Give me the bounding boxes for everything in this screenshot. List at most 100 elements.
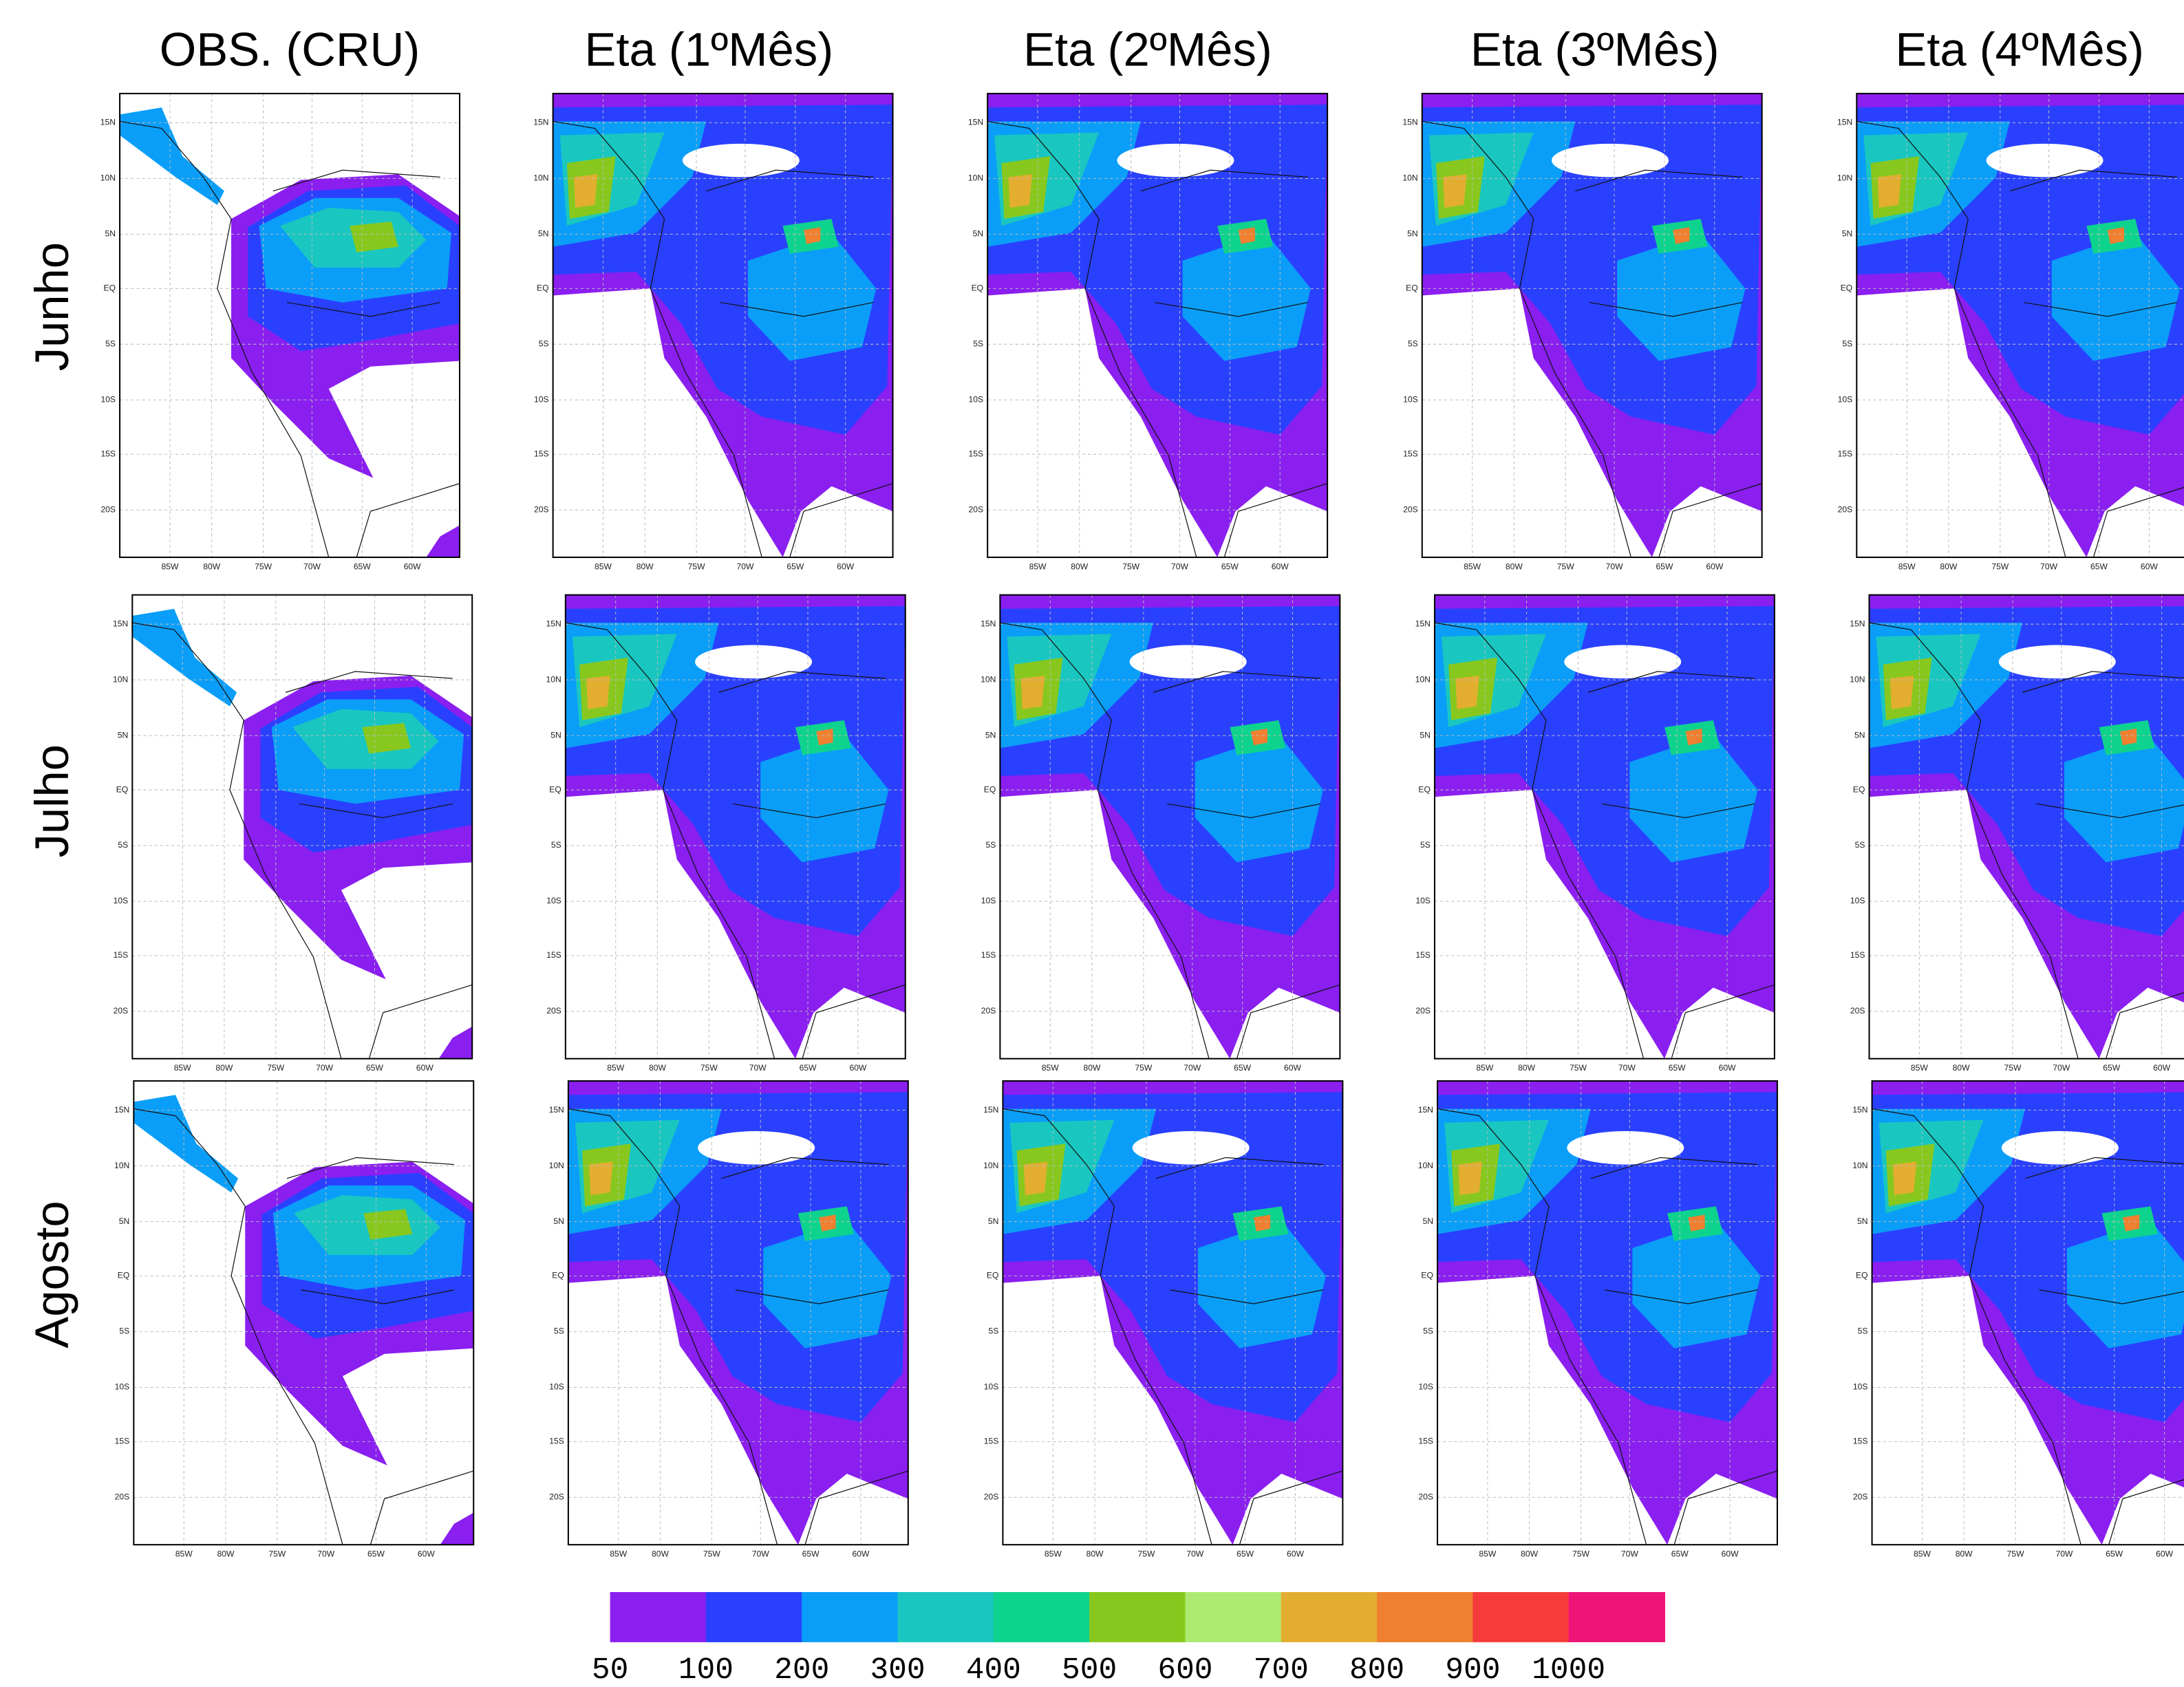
lon-label: 75W xyxy=(700,1063,718,1073)
lon-label: 70W xyxy=(1621,1549,1638,1559)
lat-label: 5S xyxy=(554,1326,564,1336)
lat-label: 10S xyxy=(981,896,996,905)
lat-label: 5S xyxy=(119,1326,129,1336)
lon-label: 80W xyxy=(1086,1549,1104,1559)
lon-label: 75W xyxy=(1122,561,1139,571)
dry-region xyxy=(1129,645,1247,679)
precip-region xyxy=(760,734,889,863)
lat-label: 15N xyxy=(1850,619,1865,628)
precip-region xyxy=(440,1512,474,1545)
map-frame xyxy=(1856,92,2184,559)
lon-label: 80W xyxy=(203,561,220,571)
colorbar-label: 800 xyxy=(1349,1653,1404,1687)
lat-label: 5N xyxy=(1422,1216,1433,1226)
lon-label: 85W xyxy=(610,1549,627,1559)
lat-label: EQ xyxy=(984,784,996,794)
precip-region xyxy=(2119,729,2137,746)
lon-label: 65W xyxy=(1234,1063,1251,1073)
lat-label: 5S xyxy=(1842,339,1852,349)
lon-label: 80W xyxy=(215,1063,233,1073)
lat-label: 5S xyxy=(1423,1326,1433,1336)
coastline xyxy=(133,1108,474,1545)
map-panel: 15N 10N 5N EQ 5S 10S 15S 20S 85W 80W 75W 70W 65W 60W xyxy=(968,92,1329,571)
lat-label: 20S xyxy=(1853,1492,1868,1502)
lon-label: 75W xyxy=(688,561,705,571)
lon-label: 70W xyxy=(1171,561,1188,571)
lat-label: 10N xyxy=(981,674,996,684)
lon-label: 75W xyxy=(1557,561,1574,571)
precip-region xyxy=(1253,1214,1271,1232)
map-panel: 15N 10N 5N EQ 5S 10S 15S 20S 85W 80W 75W 70W 65W 60W xyxy=(100,92,461,571)
lat-label: EQ xyxy=(116,784,129,794)
lon-label: 60W xyxy=(416,1063,433,1073)
precip-region xyxy=(1458,1161,1482,1196)
map-frame xyxy=(564,594,906,1060)
lon-label: 75W xyxy=(1991,561,2009,571)
lat-label: EQ xyxy=(987,1271,999,1280)
lat-label: 20S xyxy=(546,1006,561,1016)
precip-region xyxy=(1889,676,1914,709)
column-title: Eta (4ºMês) xyxy=(1895,23,2144,76)
lat-label: 5S xyxy=(1408,339,1418,349)
lon-label: 75W xyxy=(2004,1063,2022,1073)
lat-label: 15S xyxy=(100,449,116,458)
dry-region xyxy=(695,645,813,679)
lat-label: 15N xyxy=(549,1105,564,1115)
lat-label: 15S xyxy=(1853,1437,1868,1446)
lon-label: 70W xyxy=(1184,1063,1201,1073)
lon-label: 80W xyxy=(1940,561,1957,571)
lon-label: 75W xyxy=(1570,1063,1587,1073)
map-frame xyxy=(1002,1080,1344,1546)
lon-label: 70W xyxy=(2053,1063,2070,1073)
lon-label: 60W xyxy=(2141,561,2158,571)
map-frame xyxy=(1436,1080,1778,1546)
lat-label: 10S xyxy=(1838,394,1853,404)
lat-label: 5S xyxy=(539,339,549,349)
lat-label: 20S xyxy=(1403,504,1418,514)
row-title: Julho xyxy=(25,744,78,858)
lat-label: 10S xyxy=(1415,896,1431,905)
lon-label: 70W xyxy=(1606,561,1623,571)
lon-label: 85W xyxy=(1464,561,1481,571)
precip-region xyxy=(1020,676,1045,709)
map-panel: 15N 10N 5N EQ 5S 10S 15S 20S 85W 80W 75W 70W 65W 60W xyxy=(549,1080,909,1559)
lat-label: 15N xyxy=(968,118,983,127)
precip-region xyxy=(2107,227,2124,244)
lon-label: 80W xyxy=(1521,1549,1538,1559)
lat-label: 5N xyxy=(985,730,996,740)
lon-label: 85W xyxy=(1029,561,1047,571)
precip-region xyxy=(1688,1214,1705,1232)
map-panel: 15N 10N 5N EQ 5S 10S 15S 20S 85W 80W 75W 70W 65W 60W xyxy=(1852,1080,2184,1559)
lat-label: 5S xyxy=(551,840,561,850)
lat-label: EQ xyxy=(118,1271,130,1280)
lat-label: 20S xyxy=(534,504,549,514)
lat-label: 10N xyxy=(983,1161,998,1170)
column-title: Eta (3ºMês) xyxy=(1470,23,1720,76)
coastline xyxy=(1437,1108,1778,1545)
lon-label: 70W xyxy=(752,1549,769,1559)
lat-label: 20S xyxy=(981,1006,996,1016)
lat-label: EQ xyxy=(1841,283,1853,293)
colorbar-label: 900 xyxy=(1445,1653,1500,1687)
dry-region xyxy=(1986,143,2103,178)
lat-label: 15N xyxy=(1852,1105,1867,1115)
lon-label: 70W xyxy=(1618,1063,1636,1073)
map-frame xyxy=(1433,594,1775,1060)
lat-label: 5N xyxy=(118,730,129,740)
lon-label: 70W xyxy=(749,1063,767,1073)
lat-label: 15N xyxy=(1837,118,1852,127)
lon-label: 65W xyxy=(366,1063,383,1073)
lat-label: 5S xyxy=(1858,1326,1868,1336)
precip-region xyxy=(2064,734,2184,863)
lon-label: 75W xyxy=(1572,1549,1589,1559)
lon-label: 80W xyxy=(1084,1063,1101,1073)
lon-label: 80W xyxy=(636,561,654,571)
lat-label: 15N xyxy=(981,619,996,628)
coastline xyxy=(119,120,460,558)
colorbar-label: 200 xyxy=(774,1653,829,1687)
lon-label: 85W xyxy=(174,1063,191,1073)
map-frame xyxy=(1868,594,2184,1060)
colorbar-segment xyxy=(897,1592,994,1642)
precip-region xyxy=(586,676,610,709)
